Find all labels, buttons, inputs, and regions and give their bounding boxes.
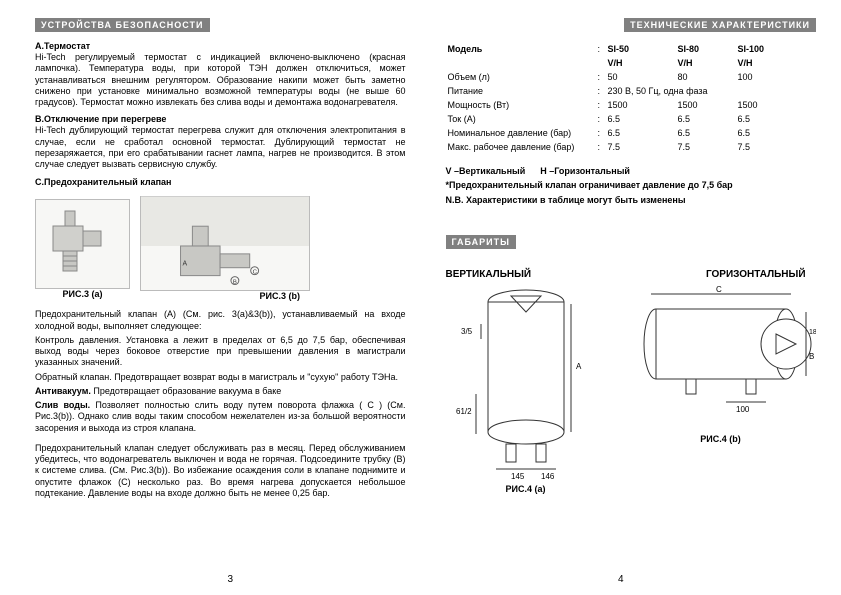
section-a-title: A.Термостат: [35, 41, 406, 51]
fig-4b-label: РИС.4 (b): [700, 434, 740, 444]
svg-text:100: 100: [736, 405, 750, 414]
row-label: Объем (л): [446, 70, 596, 84]
section-b-body: Hi-Tech дублирующий термостат перегрева …: [35, 125, 406, 170]
row-label: Ток (A): [446, 112, 596, 126]
dimensions-section: ВЕРТИКАЛЬНЫЙ 3/5 61/2 A 145 146: [446, 263, 817, 494]
svg-text:C: C: [253, 270, 258, 276]
antivac-label: Антивакуум.: [35, 386, 91, 396]
cell: 7.5: [676, 140, 736, 154]
vh-2: V/H: [678, 58, 693, 68]
safety-header: УСТРОЙСТВА БЕЗОПАСНОСТИ: [35, 18, 210, 32]
note-valve: *Предохранительный клапан ограничивает д…: [446, 180, 733, 190]
svg-text:146: 146: [541, 472, 555, 481]
svg-text:185: 185: [809, 329, 816, 336]
model-2: SI-80: [678, 44, 700, 54]
antivac-body: Предотвращает образование вакуума в баке: [91, 386, 281, 396]
section-c-title: C.Предохранительный клапан: [35, 177, 406, 187]
table-row: Макс. рабочее давление (бар) : 7.5 7.5 7…: [446, 140, 817, 154]
svg-text:A: A: [576, 362, 582, 371]
svg-text:A: A: [183, 261, 188, 268]
vh-3: V/H: [738, 58, 753, 68]
row-label: Мощность (Вт): [446, 98, 596, 112]
table-row: Номинальное давление (бар) : 6.5 6.5 6.5: [446, 126, 817, 140]
svg-text:145: 145: [511, 472, 525, 481]
table-row: V/H V/H V/H: [446, 56, 817, 70]
valve-intro: Предохранительный клапан (A) (См. рис. 3…: [35, 309, 406, 332]
cell: 80: [676, 70, 736, 84]
drain-body: Позволяет полностью слить воду путем пов…: [35, 400, 406, 433]
table-row: Объем (л) : 50 80 100: [446, 70, 817, 84]
spec-header: ТЕХНИЧЕСКИЕ ХАРАКТЕРИСТИКИ: [624, 18, 816, 32]
fig-3a-image: [35, 199, 130, 289]
svg-text:B: B: [809, 352, 814, 361]
cell: 50: [606, 70, 676, 84]
figure-3-row: РИС.3 (a) A B C РИС.3 (b): [35, 196, 406, 301]
spec-table: Модель : SI-50 SI-80 SI-100 V/H V/H V/H …: [446, 42, 817, 154]
note-v: V –Вертикальный: [446, 166, 526, 176]
section-a-body: Hi-Tech регулируемый термостат с индикац…: [35, 52, 406, 108]
fig3b-col: A B C РИС.3 (b): [140, 196, 310, 301]
valve-drain: Слив воды. Позволяет полностью слить вод…: [35, 400, 406, 434]
cell: 6.5: [676, 126, 736, 140]
valve-antivac: Антивакуум. Предотвращает образование ва…: [35, 386, 406, 397]
dim-header: ГАБАРИТЫ: [446, 235, 516, 249]
table-row: Питание : 230 В, 50 Гц, одна фаза: [446, 84, 817, 98]
cell: 230 В, 50 Гц, одна фаза: [606, 84, 817, 98]
row-label: Номинальное давление (бар): [446, 126, 596, 140]
page-number-3: 3: [227, 574, 233, 585]
fig-4a-image: 3/5 61/2 A 145 146: [451, 284, 601, 484]
fig-3a-label: РИС.3 (a): [63, 289, 103, 299]
drain-label: Слив воды.: [35, 400, 90, 410]
row-label: Макс. рабочее давление (бар): [446, 140, 596, 154]
table-row: Модель : SI-50 SI-80 SI-100: [446, 42, 817, 56]
svg-text:B: B: [233, 280, 237, 286]
vertical-col: ВЕРТИКАЛЬНЫЙ 3/5 61/2 A 145 146: [446, 269, 606, 494]
section-b-title: B.Отключение при перегреве: [35, 114, 406, 124]
page-4: ТЕХНИЧЕСКИЕ ХАРАКТЕРИСТИКИ Модель : SI-5…: [426, 18, 817, 585]
table-row: Мощность (Вт) : 1500 1500 1500: [446, 98, 817, 112]
horizontal-title: ГОРИЗОНТАЛЬНЫЙ: [706, 269, 806, 280]
table-row: Ток (A) : 6.5 6.5 6.5: [446, 112, 817, 126]
fig3a-col: РИС.3 (a): [35, 199, 130, 299]
row-label: Питание: [446, 84, 596, 98]
note-h: H –Горизонтальный: [540, 166, 630, 176]
fig-3b-image: A B C: [140, 196, 310, 291]
vh-1: V/H: [608, 58, 623, 68]
model-label: Модель: [448, 44, 483, 54]
horizontal-col: ГОРИЗОНТАЛЬНЫЙ C 185 B 100: [626, 269, 816, 494]
note-nb: N.B. Характеристики в таблице могут быть…: [446, 195, 686, 205]
cell: 100: [736, 70, 817, 84]
valve-pressure: Контроль давления. Установка а лежит в п…: [35, 335, 406, 369]
page-3: УСТРОЙСТВА БЕЗОПАСНОСТИ A.Термостат Hi-T…: [35, 18, 426, 585]
cell: 7.5: [606, 140, 676, 154]
spec-notes: V –Вертикальный H –Горизонтальный *Предо…: [446, 164, 817, 207]
svg-text:C: C: [716, 285, 722, 294]
fig-4b-image: C 185 B 100: [626, 284, 816, 434]
valve-maint: Предохранительный клапан следует обслужи…: [35, 443, 406, 499]
page-number-4: 4: [618, 574, 624, 585]
fig-4a-label: РИС.4 (a): [506, 484, 546, 494]
cell: 1500: [736, 98, 817, 112]
svg-text:61/2: 61/2: [456, 407, 472, 416]
cell: 6.5: [676, 112, 736, 126]
cell: 6.5: [606, 126, 676, 140]
cell: 6.5: [606, 112, 676, 126]
valve-check: Обратный клапан. Предотвращает возврат в…: [35, 372, 406, 383]
model-3: SI-100: [738, 44, 765, 54]
cell: 1500: [606, 98, 676, 112]
svg-text:3/5: 3/5: [461, 327, 473, 336]
model-1: SI-50: [608, 44, 630, 54]
cell: 6.5: [736, 112, 817, 126]
fig-3b-label: РИС.3 (b): [260, 291, 300, 301]
cell: 7.5: [736, 140, 817, 154]
vertical-title: ВЕРТИКАЛЬНЫЙ: [446, 269, 532, 280]
cell: 1500: [676, 98, 736, 112]
cell: 6.5: [736, 126, 817, 140]
